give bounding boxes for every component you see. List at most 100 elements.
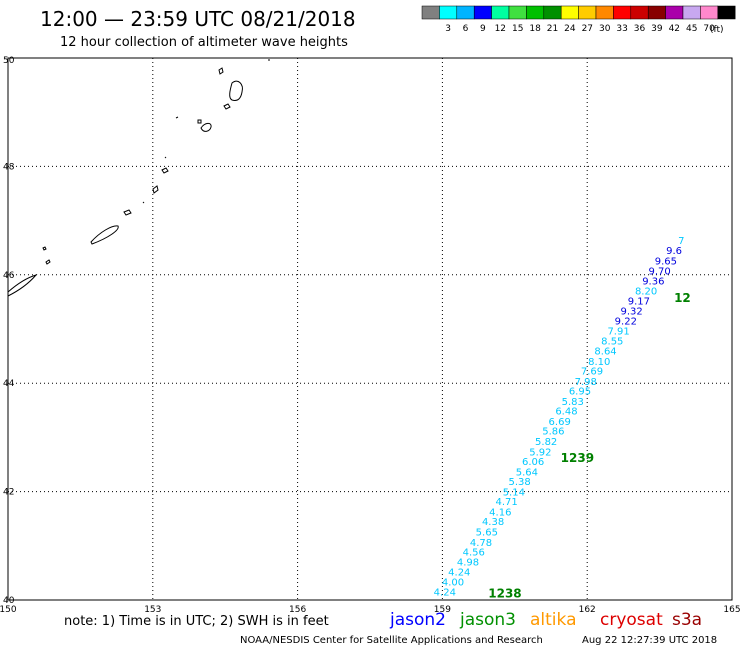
wave-height-value: 5.38 — [508, 477, 530, 488]
color-scale-swatch — [526, 5, 545, 20]
wave-height-value: 8.20 — [635, 286, 657, 297]
wave-height-value: 9.6 — [666, 246, 682, 257]
pass-time-label: 12 — [674, 291, 691, 305]
color-scale-label: 42 — [669, 24, 680, 34]
latitude-label: 50 — [3, 56, 15, 66]
page-subtitle: 12 hour collection of altimeter wave hei… — [60, 35, 348, 50]
color-scale-label: 70 — [703, 24, 715, 34]
wave-height-value: 5.83 — [562, 397, 584, 408]
wave-height-value: 9.65 — [655, 257, 677, 268]
map-frame — [7, 57, 733, 601]
latitude-label: 42 — [3, 488, 14, 498]
footer-timestamp: Aug 22 12:27:39 UTC 2018 — [582, 635, 717, 646]
color-scale-swatch — [456, 5, 475, 20]
color-scale-label: 45 — [686, 24, 697, 34]
satellite-legend-cryosat: cryosat — [600, 610, 663, 630]
satellite-legend-altika: altika — [530, 610, 577, 630]
longitude-label: 162 — [579, 605, 596, 615]
wave-height-value: 7.69 — [581, 367, 603, 378]
pass-time-label: 1239 — [561, 451, 594, 465]
wave-height-value: 5.92 — [529, 447, 551, 458]
color-scale-swatch — [647, 5, 666, 20]
wave-height-value: 5.86 — [542, 427, 564, 438]
satellite-legend: jason2 jason3 altika cryosat s3a — [389, 610, 702, 630]
color-scale-label: 30 — [599, 24, 611, 34]
wave-height-value: 6.48 — [555, 407, 577, 418]
wave-height-value: 4.71 — [495, 497, 517, 508]
color-scale-label: 27 — [582, 24, 593, 34]
latitude-label: 46 — [3, 271, 15, 281]
color-scale-swatch — [717, 5, 736, 20]
color-scale-label: 6 — [463, 24, 469, 34]
satellite-legend-jason3: jason3 — [459, 610, 516, 630]
wave-height-value: 7 — [678, 236, 684, 247]
wave-height-value: 6.95 — [569, 387, 591, 398]
color-scale-swatch — [491, 5, 510, 20]
wave-height-value: 4.24 — [448, 568, 470, 579]
wave-height-value: 4.56 — [463, 548, 485, 559]
color-scale-label: 3 — [445, 24, 451, 34]
color-scale-label: 12 — [495, 24, 506, 34]
coastline — [7, 59, 270, 297]
wave-height-value: 9.70 — [648, 266, 670, 277]
wave-height-value: 9.17 — [628, 297, 650, 308]
wave-height-value: 5.64 — [516, 467, 538, 478]
color-scale-swatch — [700, 5, 719, 20]
wave-height-value: 7.98 — [575, 377, 597, 388]
longitude-label: 165 — [723, 605, 740, 615]
wave-height-value: 8.10 — [588, 357, 610, 368]
graticule-labels: 150 153 156 159 162 165 40 42 44 46 48 50 — [0, 56, 740, 615]
color-scale-label: 9 — [480, 24, 486, 34]
color-scale-label: 18 — [529, 24, 541, 34]
color-scale-swatch — [560, 5, 579, 20]
color-scale-swatch — [682, 5, 701, 20]
latitude-label: 48 — [3, 162, 15, 172]
color-scale-swatch — [439, 5, 458, 20]
longitude-label: 150 — [0, 605, 17, 615]
satellite-legend-jason2: jason2 — [389, 610, 446, 630]
wave-height-value: 8.64 — [594, 346, 616, 357]
color-scale-label: 39 — [651, 24, 663, 34]
wave-height-value: 9.32 — [620, 306, 642, 317]
color-scale-swatch — [508, 5, 527, 20]
color-scale-label: 21 — [547, 24, 558, 34]
color-scale-swatch — [595, 5, 614, 20]
longitude-label: 153 — [144, 605, 161, 615]
wave-height-value: 9.36 — [642, 277, 664, 288]
wave-height-value: 4.98 — [457, 557, 479, 568]
color-scale-legend: 3 6 9 12 15 18 21 24 27 30 33 36 39 42 45 70 — [421, 5, 736, 34]
page-title: 12:00 — 23:59 UTC 08/21/2018 — [40, 7, 356, 31]
wave-height-value: 5.82 — [535, 437, 557, 448]
wave-height-value: 4.16 — [489, 507, 511, 518]
color-scale-label: 15 — [512, 24, 523, 34]
pass-time-label: 1238 — [488, 586, 521, 600]
latitude-label: 44 — [3, 379, 15, 389]
wave-height-value: 4.38 — [482, 517, 504, 528]
color-scale-swatch — [543, 5, 562, 20]
wave-height-value: 4.00 — [442, 577, 464, 588]
latitude-label: 40 — [3, 596, 15, 606]
longitude-label: 159 — [434, 605, 451, 615]
pass-time-labels: 1238 1239 12 — [488, 291, 691, 600]
wave-height-observations: 4.244.004.244.984.564.785.654.384.164.71… — [434, 236, 685, 599]
wave-height-value: 4.24 — [434, 588, 456, 599]
color-scale-swatch — [473, 5, 492, 20]
longitude-label: 156 — [289, 605, 306, 615]
color-scale-unit: (ft) — [710, 25, 724, 35]
color-scale-label: 36 — [634, 24, 646, 34]
wave-height-value: 9.22 — [615, 317, 637, 328]
wave-height-value: 4.78 — [470, 538, 492, 549]
wave-height-value: 7.91 — [607, 326, 629, 337]
color-scale-swatch — [578, 5, 597, 20]
color-scale-swatch — [630, 5, 649, 20]
wave-height-value: 8.55 — [601, 337, 623, 348]
color-scale-label: 24 — [564, 24, 576, 34]
footer-note: note: 1) Time is in UTC; 2) SWH is in fe… — [64, 614, 329, 629]
graticule-grid — [8, 58, 732, 600]
color-scale-swatch — [665, 5, 684, 20]
satellite-legend-s3a: s3a — [672, 610, 702, 630]
wave-height-value: 5.14 — [503, 487, 525, 498]
color-scale-swatch — [613, 5, 632, 20]
